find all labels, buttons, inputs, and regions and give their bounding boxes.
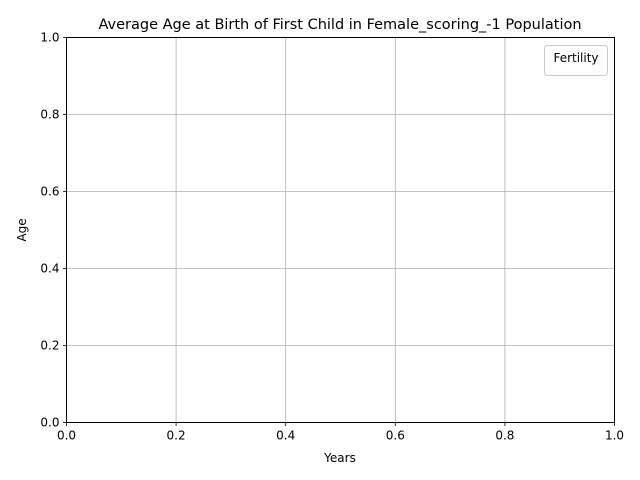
- y-tick-label: 0.4: [40, 262, 59, 276]
- y-ticks: 0.0 0.2 0.4 0.6 0.8 1.0: [40, 31, 67, 430]
- x-tick-label: 0.8: [495, 429, 514, 443]
- legend: Fertility: [544, 45, 608, 76]
- x-axis-label: Years: [323, 451, 356, 465]
- x-tick-label: 0.4: [276, 429, 295, 443]
- x-tick-label: 0.0: [57, 429, 76, 443]
- y-tick-label: 0.0: [40, 416, 59, 430]
- plot-frame: [66, 37, 615, 423]
- y-axis-label: Age: [15, 218, 29, 241]
- legend-title: Fertility: [553, 51, 598, 65]
- x-tick-label: 0.6: [386, 429, 405, 443]
- x-tick-label: 0.2: [167, 429, 186, 443]
- chart-title: Average Age at Birth of First Child in F…: [98, 17, 581, 33]
- grid: [66, 37, 615, 423]
- y-tick-label: 0.8: [40, 108, 59, 122]
- legend-box: [544, 45, 608, 76]
- x-ticks: 0.0 0.2 0.4 0.6 0.8 1.0: [57, 422, 624, 443]
- y-tick-label: 1.0: [40, 31, 59, 45]
- x-tick-label: 1.0: [605, 429, 624, 443]
- y-tick-label: 0.6: [40, 185, 59, 199]
- y-tick-label: 0.2: [40, 339, 59, 353]
